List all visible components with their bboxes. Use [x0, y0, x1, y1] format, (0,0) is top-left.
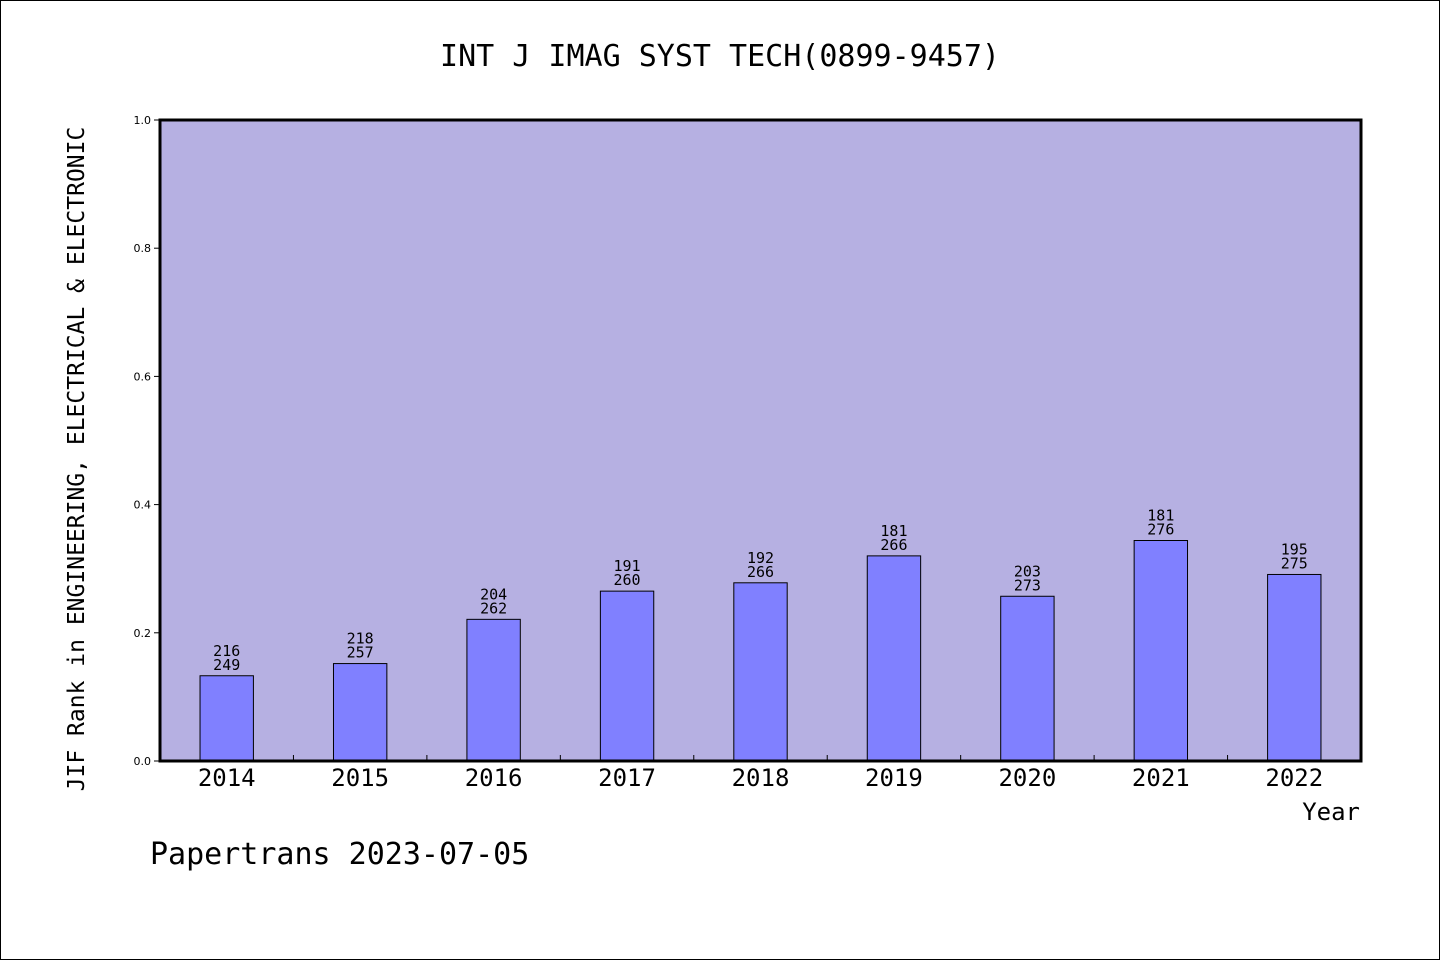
- x-tick-label-2021: 2021: [1132, 764, 1190, 792]
- bar-label-2018-1: 192: [747, 549, 774, 567]
- x-axis-label: Year: [1302, 798, 1360, 826]
- y-tick-label-1: 0.2: [134, 627, 152, 640]
- y-tick-label-5: 1.0: [134, 114, 152, 127]
- axis-ticks-group: 2014 2015 2016 2017 2018 2019 2020 2021 2022 0.0 0…: [134, 114, 1324, 792]
- bar-2018: [733, 582, 788, 762]
- x-tick-label-2017: 2017: [598, 764, 656, 792]
- bar-label-2022-2: 275: [1281, 554, 1308, 572]
- chart-title: INT J IMAG SYST TECH(0899-9457): [440, 39, 1000, 74]
- bar-label-2015-2: 257: [347, 644, 374, 662]
- x-tick-label-2019: 2019: [865, 764, 923, 792]
- bar-label-2017-1: 191: [614, 557, 641, 575]
- bar-label-2015-1: 218: [347, 630, 374, 648]
- y-tick-label-0: 0.0: [134, 755, 152, 768]
- bar-label-2014-1: 216: [213, 642, 240, 660]
- bar-label-2019-1: 181: [880, 522, 907, 540]
- x-tick-label-2020: 2020: [998, 764, 1056, 792]
- x-tick-label-2016: 2016: [465, 764, 523, 792]
- bar-2022: [1267, 573, 1322, 762]
- y-tick-label-2: 0.4: [134, 499, 152, 512]
- bar-label-2016-1: 204: [480, 585, 507, 603]
- bar-2019: [866, 555, 922, 762]
- bar-2015: [332, 663, 388, 762]
- x-tick-label-2022: 2022: [1265, 764, 1323, 792]
- bar-2021: [1133, 540, 1189, 762]
- bar-2017: [599, 590, 655, 762]
- bar-label-2021-1: 181: [1147, 507, 1174, 525]
- y-tick-label-4: 0.8: [134, 242, 152, 255]
- x-tick-label-2018: 2018: [732, 764, 790, 792]
- bar-label-2021-2: 276: [1147, 521, 1174, 539]
- bars-group: 2162492182572042621912601922661812662032…: [199, 507, 1322, 762]
- bar-2020: [1000, 595, 1055, 762]
- bar-2016: [466, 618, 521, 762]
- y-tick-label-3: 0.6: [134, 370, 152, 383]
- bar-label-2020-1: 203: [1014, 562, 1041, 580]
- bar-label-2017-2: 260: [614, 571, 641, 589]
- bar-2014: [199, 675, 254, 762]
- x-tick-label-2015: 2015: [331, 764, 389, 792]
- y-axis-label: JIF Rank in ENGINEERING, ELECTRICAL & EL…: [64, 127, 90, 792]
- bar-label-2019-2: 266: [880, 536, 907, 554]
- bar-label-2016-2: 262: [480, 599, 507, 617]
- bar-label-2022-1: 195: [1281, 540, 1308, 558]
- bar-label-2018-2: 266: [747, 563, 774, 581]
- bar-label-2020-2: 273: [1014, 576, 1041, 594]
- footer-source-date: Papertrans 2023-07-05: [150, 837, 529, 872]
- x-tick-label-2014: 2014: [198, 764, 256, 792]
- bar-label-2014-2: 249: [213, 656, 240, 674]
- plot-border: [158, 118, 1363, 763]
